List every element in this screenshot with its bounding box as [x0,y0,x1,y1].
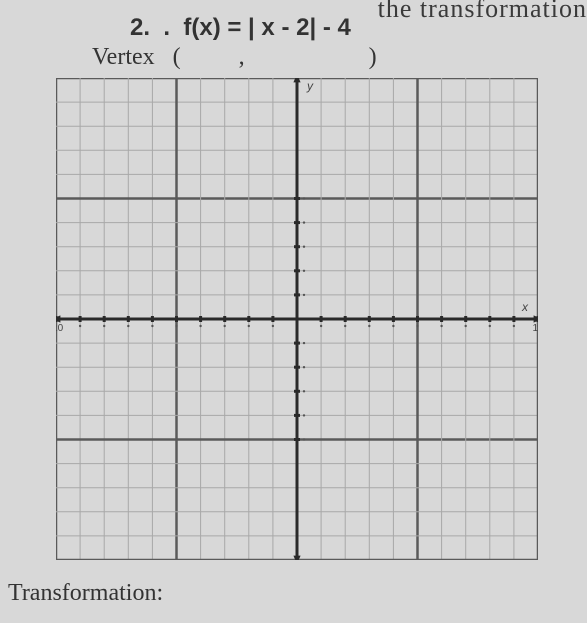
problem-number: 2. [130,14,150,41]
vertex-label: Vertex [92,44,155,70]
problem-equation: f(x) = | x - 2| - 4 [183,14,350,41]
vertex-close-paren: ) [369,44,377,70]
svg-text:y: y [306,79,314,93]
worksheet-page: the transformation 2. . f(x) = | x - 2| … [0,0,587,623]
svg-text:x: x [521,300,529,314]
svg-text:-10: -10 [56,323,64,334]
grid-svg: -10 10 y x [56,78,538,560]
transformation-label: Transformation: [8,580,163,607]
vertex-line: Vertex ( , ) [92,44,377,71]
header-cut-text: the transformation [378,0,587,24]
vertex-open-paren: ( [173,44,181,70]
svg-text:10: 10 [532,323,538,334]
problem-line: 2. . f(x) = | x - 2| - 4 [130,14,351,42]
coordinate-grid: -10 10 y x [56,78,538,560]
vertex-separator: , [187,44,297,71]
